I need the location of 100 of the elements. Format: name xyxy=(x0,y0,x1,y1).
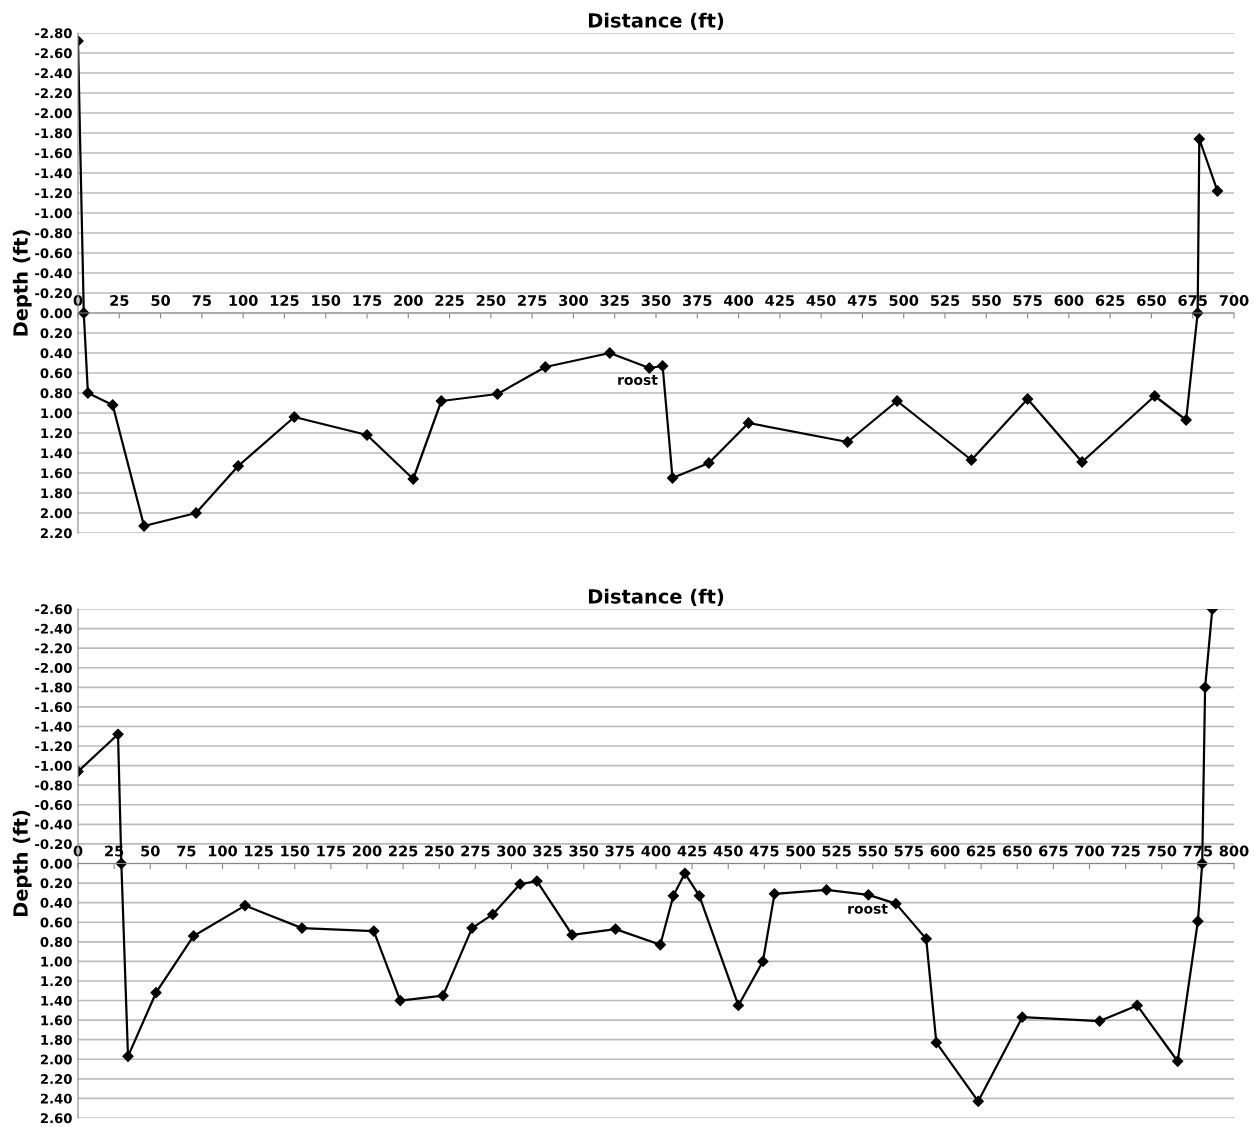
x-tick-label: 525 xyxy=(930,294,960,307)
point xyxy=(487,908,499,921)
y-tick-label: 2.40 xyxy=(40,1093,72,1104)
y-tick-label: -0.60 xyxy=(35,248,72,259)
x-tick-label: 650 xyxy=(1002,845,1032,857)
x-tick-label: 350 xyxy=(569,845,599,857)
y-tick-label: -0.40 xyxy=(35,819,72,830)
y-tick-label: 0.80 xyxy=(40,937,72,948)
y-tick-label: -0.80 xyxy=(35,228,72,239)
x-tick-label: 200 xyxy=(394,294,423,307)
y-tick-label: -1.20 xyxy=(35,741,72,752)
point xyxy=(1094,1015,1106,1027)
x-tick-label: 100 xyxy=(208,845,238,857)
y-tick-label: 0.20 xyxy=(40,878,72,889)
y-tick-label: -0.60 xyxy=(35,799,72,810)
point xyxy=(1016,1011,1028,1023)
x-tick-label: 500 xyxy=(786,845,816,857)
y-tick-label: -1.00 xyxy=(35,760,72,771)
x-tick-label: 475 xyxy=(847,295,877,307)
point xyxy=(1149,390,1161,402)
point xyxy=(920,933,932,945)
point xyxy=(891,395,903,407)
y-tick-label: -2.60 xyxy=(35,48,72,59)
x-tick-label: 400 xyxy=(724,294,754,307)
x-tick-label: 750 xyxy=(1147,845,1177,857)
y-tick-label: -1.60 xyxy=(35,702,72,713)
y-tick-label: 1.40 xyxy=(41,448,72,459)
point xyxy=(566,929,578,941)
y-tick-label: 2.60 xyxy=(40,1113,72,1124)
x-tick-label: 325 xyxy=(600,294,629,307)
point xyxy=(368,925,380,937)
point xyxy=(657,360,669,372)
x-tick-label: 450 xyxy=(713,845,743,857)
x-tick-label: 150 xyxy=(281,845,310,857)
x-tick-label: 50 xyxy=(141,845,160,857)
x-tick-label: 550 xyxy=(858,845,888,857)
x-tick-label: 50 xyxy=(151,294,171,307)
point xyxy=(1172,1055,1184,1067)
point xyxy=(437,990,449,1002)
y-tick-label: -1.60 xyxy=(35,148,72,159)
y-tick-label: -1.80 xyxy=(35,682,72,693)
y-tick-label: -1.80 xyxy=(35,128,72,139)
y-tick-label: -2.40 xyxy=(35,623,72,634)
point xyxy=(643,362,655,374)
y-tick-label: 0.40 xyxy=(40,897,72,908)
point xyxy=(1131,999,1143,1012)
point xyxy=(394,994,406,1007)
x-tick-label: 700 xyxy=(1219,294,1249,307)
y-tick-label: 1.20 xyxy=(41,428,72,439)
x-axis-title: Distance (ft) xyxy=(588,12,724,31)
point xyxy=(1180,414,1192,426)
point xyxy=(539,361,551,373)
point xyxy=(112,728,124,740)
point xyxy=(514,878,526,890)
point xyxy=(407,473,419,485)
y-tick-label: -2.40 xyxy=(35,68,72,79)
point xyxy=(930,1037,942,1049)
y-tick-label: 0.00 xyxy=(40,858,72,869)
point xyxy=(693,890,705,902)
y-tick-label: 2.20 xyxy=(40,528,72,539)
x-tick-label: 100 xyxy=(229,294,258,307)
y-tick-label: 0.60 xyxy=(40,917,72,928)
y-tick-label: 0.20 xyxy=(40,328,72,339)
y-tick-label: 1.20 xyxy=(41,976,72,987)
y-axis-title: Depth (ft) xyxy=(12,230,32,336)
x-tick-label: 650 xyxy=(1137,294,1166,307)
x-tick-label: 350 xyxy=(641,294,671,307)
y-tick-label: 0.00 xyxy=(40,308,72,319)
y-tick-label: -2.00 xyxy=(35,662,72,673)
x-tick-label: 600 xyxy=(1054,294,1084,307)
point xyxy=(107,399,119,411)
point xyxy=(757,955,769,967)
y-tick-label: -2.80 xyxy=(35,28,72,39)
point xyxy=(239,899,251,912)
y-tick-label: -1.40 xyxy=(35,168,72,179)
x-tick-label: 225 xyxy=(389,845,418,857)
x-axis-title: Distance (ft) xyxy=(588,588,724,607)
x-tick-label: 675 xyxy=(1039,845,1068,857)
y-tick-label: -1.40 xyxy=(35,721,72,732)
point xyxy=(768,888,781,900)
x-tick-label: 525 xyxy=(822,845,851,857)
point xyxy=(435,395,447,407)
y-tick-label: 2.00 xyxy=(40,1054,72,1065)
annotation: roost xyxy=(848,903,888,914)
y-tick-label: 1.00 xyxy=(41,408,72,419)
point xyxy=(654,939,666,951)
x-tick-label: 150 xyxy=(312,294,341,307)
y-tick-label: -1.00 xyxy=(35,208,72,219)
x-tick-label: 425 xyxy=(677,845,707,857)
y-tick-label: -2.60 xyxy=(35,604,72,615)
point xyxy=(965,454,978,466)
x-tick-label: 0 xyxy=(73,294,83,307)
point xyxy=(1196,857,1208,870)
x-tick-label: 500 xyxy=(889,294,919,307)
x-tick-label: 300 xyxy=(559,294,588,307)
point xyxy=(466,922,478,934)
y-tick-label: 2.00 xyxy=(40,508,72,519)
y-tick-label: 0.80 xyxy=(40,388,72,399)
x-tick-label: 575 xyxy=(1013,295,1042,307)
point xyxy=(841,436,854,448)
